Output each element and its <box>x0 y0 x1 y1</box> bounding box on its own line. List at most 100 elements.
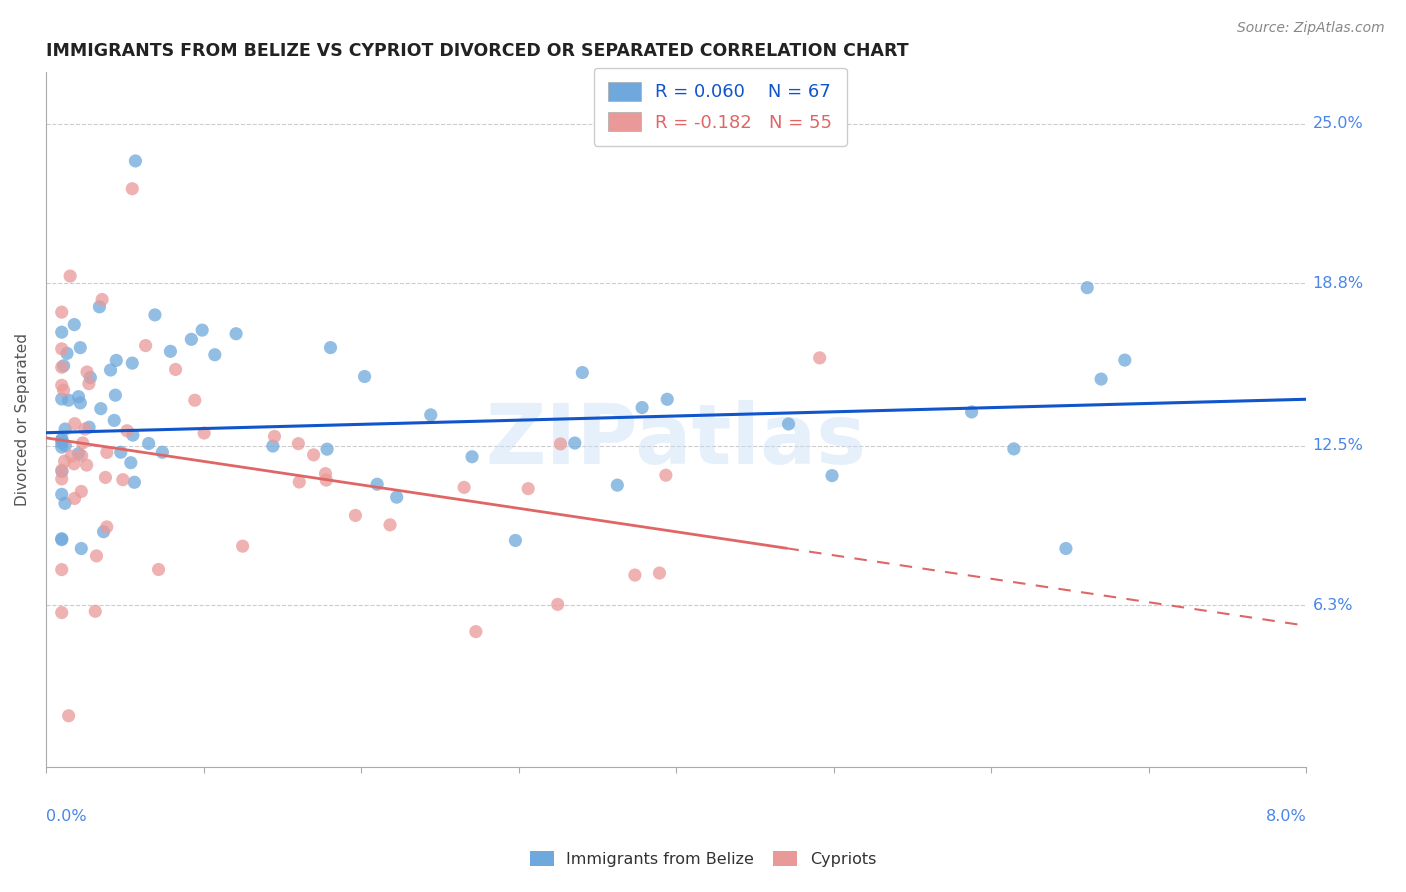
Point <box>204 348 226 362</box>
Point <box>51 392 73 406</box>
Point <box>385 490 408 504</box>
Point <box>550 437 572 451</box>
Point <box>72 436 94 450</box>
Point <box>63 491 86 506</box>
Point <box>624 568 647 582</box>
Point <box>121 428 143 442</box>
Point <box>51 436 73 450</box>
Point <box>505 533 527 548</box>
Point <box>91 293 114 307</box>
Point <box>1054 541 1077 556</box>
Point <box>51 325 73 339</box>
Point <box>100 363 122 377</box>
Point <box>63 417 86 431</box>
Point <box>70 449 93 463</box>
Point <box>138 436 160 450</box>
Y-axis label: Divorced or Separated: Divorced or Separated <box>15 334 30 507</box>
Point <box>115 424 138 438</box>
Point <box>67 447 90 461</box>
Point <box>69 396 91 410</box>
Point <box>165 362 187 376</box>
Point <box>93 524 115 539</box>
Point <box>288 475 311 489</box>
Point <box>96 520 118 534</box>
Point <box>302 448 325 462</box>
Point <box>648 566 671 580</box>
Text: 0.0%: 0.0% <box>46 809 87 824</box>
Point <box>53 496 76 510</box>
Point <box>84 604 107 618</box>
Point <box>263 429 285 443</box>
Point <box>70 541 93 556</box>
Point <box>51 463 73 477</box>
Point <box>70 484 93 499</box>
Point <box>193 425 215 440</box>
Point <box>143 308 166 322</box>
Point <box>90 401 112 416</box>
Text: 25.0%: 25.0% <box>1313 116 1364 131</box>
Point <box>103 413 125 427</box>
Point <box>51 378 73 392</box>
Text: 18.8%: 18.8% <box>1313 276 1364 291</box>
Point <box>51 440 73 454</box>
Point <box>58 708 80 723</box>
Point <box>124 153 146 168</box>
Text: ZIPatlas: ZIPatlas <box>485 401 866 481</box>
Point <box>77 376 100 391</box>
Point <box>94 470 117 484</box>
Point <box>121 356 143 370</box>
Point <box>56 346 79 360</box>
Point <box>315 473 337 487</box>
Point <box>120 456 142 470</box>
Point <box>51 360 73 375</box>
Point <box>51 464 73 478</box>
Point <box>51 472 73 486</box>
Point <box>606 478 628 492</box>
Point <box>51 433 73 447</box>
Point <box>67 390 90 404</box>
Point <box>53 438 76 452</box>
Point <box>1114 353 1136 368</box>
Point <box>51 305 73 319</box>
Legend: R = 0.060    N = 67, R = -0.182   N = 55: R = 0.060 N = 67, R = -0.182 N = 55 <box>593 68 846 146</box>
Point <box>453 480 475 494</box>
Point <box>150 445 173 459</box>
Point <box>51 533 73 547</box>
Point <box>76 365 98 379</box>
Point <box>1076 280 1098 294</box>
Point <box>808 351 831 365</box>
Point <box>148 562 170 576</box>
Point <box>76 458 98 472</box>
Text: 6.3%: 6.3% <box>1313 598 1353 613</box>
Point <box>159 344 181 359</box>
Point <box>464 624 486 639</box>
Point <box>319 341 342 355</box>
Point <box>316 442 339 457</box>
Legend: Immigrants from Belize, Cypriots: Immigrants from Belize, Cypriots <box>523 845 883 873</box>
Point <box>314 467 336 481</box>
Point <box>69 341 91 355</box>
Point <box>631 401 654 415</box>
Point <box>104 388 127 402</box>
Point <box>135 338 157 352</box>
Point <box>77 420 100 434</box>
Point <box>344 508 367 523</box>
Point <box>564 436 586 450</box>
Point <box>51 432 73 446</box>
Point <box>73 422 96 436</box>
Text: IMMIGRANTS FROM BELIZE VS CYPRIOT DIVORCED OR SEPARATED CORRELATION CHART: IMMIGRANTS FROM BELIZE VS CYPRIOT DIVORC… <box>46 42 908 60</box>
Point <box>191 323 214 337</box>
Point <box>778 417 800 431</box>
Point <box>225 326 247 341</box>
Point <box>110 445 132 459</box>
Point <box>378 517 401 532</box>
Point <box>59 268 82 283</box>
Point <box>52 383 75 397</box>
Point <box>571 366 593 380</box>
Point <box>121 182 143 196</box>
Point <box>124 475 146 490</box>
Point <box>89 300 111 314</box>
Point <box>111 473 134 487</box>
Point <box>51 487 73 501</box>
Point <box>53 422 76 436</box>
